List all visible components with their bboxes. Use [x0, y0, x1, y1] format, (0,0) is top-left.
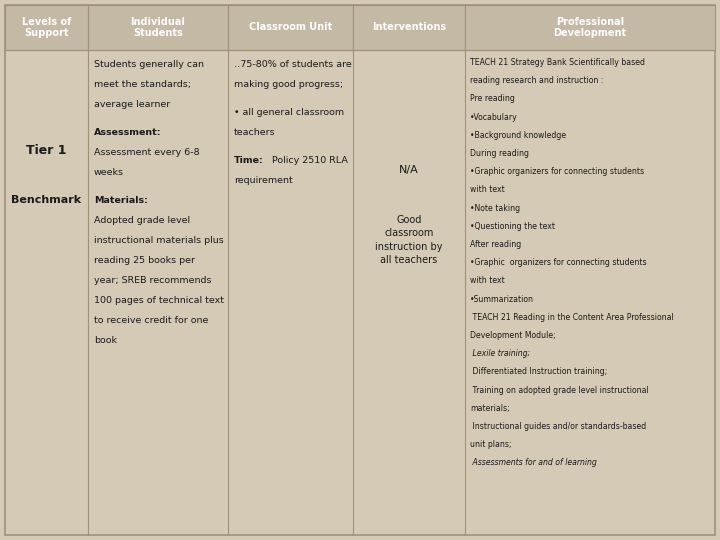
Text: Classroom Unit: Classroom Unit — [249, 23, 332, 32]
Bar — [228, 5, 353, 50]
Text: After reading: After reading — [470, 240, 521, 249]
Text: making good progress;: making good progress; — [234, 80, 343, 89]
Text: with text: with text — [470, 185, 505, 194]
Text: •Summarization: •Summarization — [470, 295, 534, 303]
Bar — [353, 5, 465, 50]
Text: Assessment every 6-8: Assessment every 6-8 — [94, 148, 199, 157]
Text: reading 25 books per: reading 25 books per — [94, 256, 195, 265]
Text: During reading: During reading — [470, 149, 529, 158]
Text: reading research and instruction :: reading research and instruction : — [470, 76, 603, 85]
Text: Adopted grade level: Adopted grade level — [94, 216, 190, 225]
Text: Training on adopted grade level instructional: Training on adopted grade level instruct… — [470, 386, 649, 395]
Text: •Graphic  organizers for connecting students: •Graphic organizers for connecting stude… — [470, 258, 647, 267]
Text: •Background knowledge: •Background knowledge — [470, 131, 566, 140]
Text: TEACH 21 Strategy Bank Scientifically based: TEACH 21 Strategy Bank Scientifically ba… — [470, 58, 645, 67]
Text: Interventions: Interventions — [372, 23, 446, 32]
Text: requirement: requirement — [234, 176, 293, 185]
Text: year; SREB recommends: year; SREB recommends — [94, 276, 212, 285]
Text: unit plans;: unit plans; — [470, 440, 511, 449]
Text: Policy 2510 RLA: Policy 2510 RLA — [266, 156, 348, 165]
Text: • all general classroom: • all general classroom — [234, 108, 344, 117]
Text: ‥75-80% of students are: ‥75-80% of students are — [234, 60, 352, 69]
Text: Pre reading: Pre reading — [470, 94, 515, 103]
Text: materials;: materials; — [470, 404, 510, 413]
Text: Students generally can: Students generally can — [94, 60, 204, 69]
Text: •Questioning the text: •Questioning the text — [470, 222, 555, 231]
Text: Individual
Students: Individual Students — [130, 17, 186, 38]
Text: Assessment:: Assessment: — [94, 128, 161, 137]
Text: •Graphic organizers for connecting students: •Graphic organizers for connecting stude… — [470, 167, 644, 176]
Text: •Vocabulary: •Vocabulary — [470, 113, 518, 122]
Text: teachers: teachers — [234, 128, 276, 137]
Text: Good
classroom
instruction by
all teachers: Good classroom instruction by all teache… — [375, 215, 443, 265]
Text: N/A: N/A — [399, 165, 419, 175]
Text: weeks: weeks — [94, 168, 124, 177]
Text: average learner: average learner — [94, 100, 170, 109]
Text: Instructional guides and/or standards-based: Instructional guides and/or standards-ba… — [470, 422, 647, 431]
Text: Professional
Development: Professional Development — [554, 17, 626, 38]
Bar — [465, 5, 715, 50]
Bar — [88, 5, 228, 50]
Text: •Note taking: •Note taking — [470, 204, 520, 213]
Text: Benchmark: Benchmark — [12, 195, 81, 205]
Text: meet the standards;: meet the standards; — [94, 80, 191, 89]
Text: Time:: Time: — [234, 156, 264, 165]
Text: Materials:: Materials: — [94, 196, 148, 205]
Text: Lexile training;: Lexile training; — [470, 349, 530, 358]
Text: TEACH 21 Reading in the Content Area Professional: TEACH 21 Reading in the Content Area Pro… — [470, 313, 674, 322]
Text: instructional materials plus: instructional materials plus — [94, 236, 224, 245]
Text: with text: with text — [470, 276, 505, 286]
Text: book: book — [94, 336, 117, 345]
Text: 100 pages of technical text: 100 pages of technical text — [94, 296, 224, 305]
Text: Assessments for and of learning: Assessments for and of learning — [470, 458, 597, 468]
Bar — [5, 5, 88, 50]
Text: Levels of
Support: Levels of Support — [22, 17, 71, 38]
Text: Tier 1: Tier 1 — [26, 144, 67, 157]
Text: Development Module;: Development Module; — [470, 331, 556, 340]
Text: Differentiated Instruction training;: Differentiated Instruction training; — [470, 367, 607, 376]
Text: to receive credit for one: to receive credit for one — [94, 316, 208, 325]
